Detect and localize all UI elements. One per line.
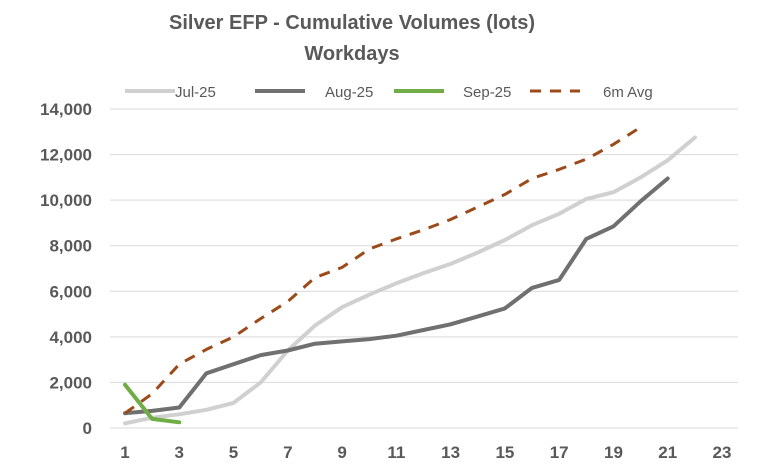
x-tick-label: 21 [658, 443, 677, 462]
series-line-jul-25 [123, 135, 697, 426]
legend: Jul-25 Aug-25 Sep-25 6m Avg [125, 84, 653, 101]
y-axis-ticks: 0 2,000 4,000 6,000 8,000 10,000 12,000 14,000 [40, 100, 92, 438]
x-tick-label: 11 [387, 443, 405, 462]
x-axis-ticks: 1 3 5 7 9 11 13 15 17 19 21 23 [120, 443, 731, 462]
x-tick-label: 7 [283, 443, 292, 462]
y-tick-label: 8,000 [49, 237, 92, 256]
x-tick-label: 1 [120, 443, 129, 462]
x-tick-label: 23 [713, 443, 732, 462]
y-tick-label: 14,000 [40, 100, 92, 119]
series-line-6m-avg [124, 125, 642, 415]
legend-label: Jul-25 [175, 84, 216, 101]
y-tick-label: 6,000 [49, 282, 92, 301]
x-tick-label: 9 [337, 443, 346, 462]
gridlines [110, 108, 738, 429]
y-tick-label: 10,000 [40, 191, 92, 210]
x-tick-label: 17 [550, 443, 569, 462]
series-line-sep-25 [123, 382, 182, 425]
y-tick-label: 4,000 [49, 328, 92, 347]
legend-label: Sep-25 [463, 84, 511, 101]
chart-title: Silver EFP - Cumulative Volumes (lots) [169, 12, 535, 34]
legend-label: 6m Avg [603, 84, 653, 101]
y-tick-label: 0 [83, 419, 92, 438]
y-tick-label: 12,000 [40, 146, 92, 165]
legend-label: Aug-25 [325, 84, 373, 101]
series-line-aug-25 [123, 176, 670, 416]
x-tick-label: 15 [495, 443, 514, 462]
x-tick-label: 5 [229, 443, 238, 462]
x-tick-label: 3 [175, 443, 184, 462]
series-lines [123, 125, 697, 426]
y-tick-label: 2,000 [49, 373, 92, 392]
chart-subtitle: Workdays [304, 43, 399, 65]
x-tick-label: 13 [441, 443, 460, 462]
x-tick-label: 19 [604, 443, 623, 462]
